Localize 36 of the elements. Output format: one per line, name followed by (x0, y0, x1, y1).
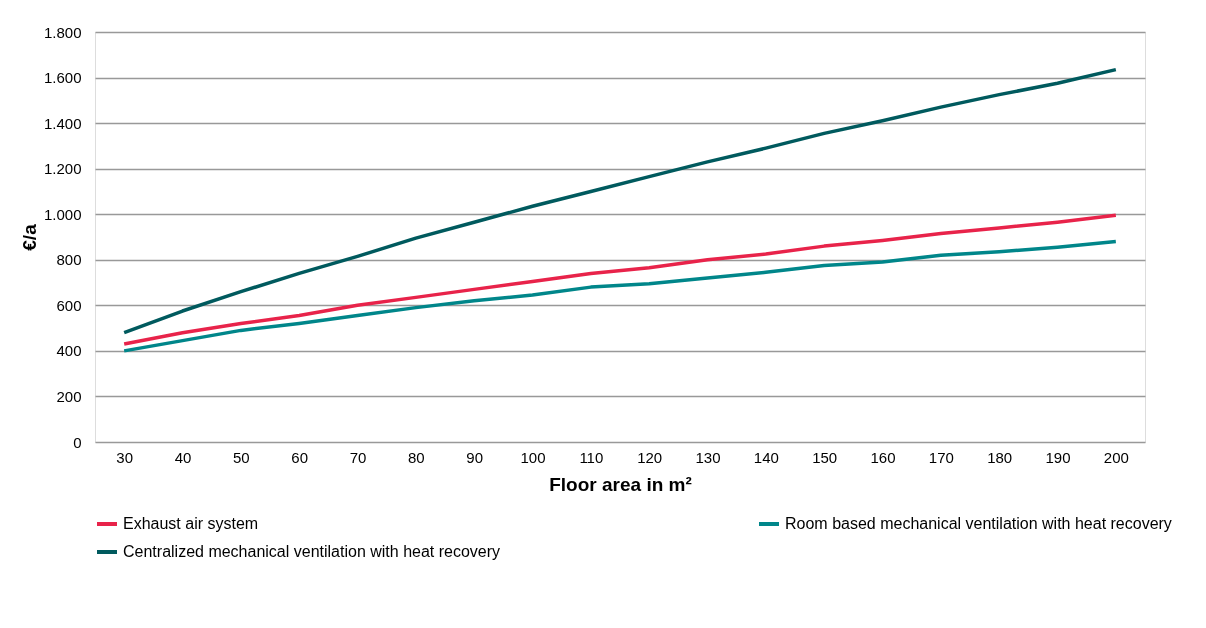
y-tick-label: 400 (56, 342, 82, 360)
x-tick-label: 190 (1045, 448, 1071, 466)
x-tick-label: 50 (232, 448, 250, 466)
x-tick-label: 90 (466, 448, 484, 466)
x-tick-label: 110 (579, 448, 604, 466)
x-tick-label: 200 (1103, 448, 1129, 466)
y-tick-label: 200 (56, 387, 82, 405)
x-axis-title: Floor area in m² (549, 473, 692, 495)
y-tick-label: 1.800 (43, 23, 82, 41)
legend-label: Room based mechanical ventilation with heat recovery (785, 515, 1172, 532)
x-tick-label: 130 (695, 448, 721, 466)
x-tick-label: 160 (870, 448, 896, 466)
x-tick-label: 70 (349, 448, 367, 466)
legend-label: Centralized mechanical ventilation with heat recovery (123, 543, 501, 560)
x-tick-label: 100 (520, 448, 546, 466)
x-tick-label: 140 (753, 448, 779, 466)
y-tick-label: 1.200 (43, 160, 82, 178)
y-tick-label: 1.400 (43, 114, 82, 132)
x-tick-label: 30 (116, 448, 134, 466)
legend-label: Exhaust air system (123, 515, 259, 532)
x-tick-label: 170 (928, 448, 954, 466)
y-tick-label: 1.000 (43, 205, 82, 223)
line-series (122, 67, 1118, 335)
y-tick-label: 1.600 (43, 69, 82, 87)
x-tick-label: 40 (174, 448, 192, 466)
y-tick-label: 800 (56, 251, 82, 269)
x-tick-label: 150 (812, 448, 838, 466)
line-series (122, 239, 1118, 353)
x-tick-label: 80 (407, 448, 425, 466)
y-tick-label: 600 (56, 296, 82, 314)
x-tick-label: 180 (987, 448, 1013, 466)
line-series (122, 213, 1118, 346)
y-tick-label: 0 (73, 433, 82, 451)
y-axis-title: €/a (18, 223, 40, 251)
x-tick-label: 120 (637, 448, 663, 466)
x-tick-label: 60 (291, 448, 309, 466)
